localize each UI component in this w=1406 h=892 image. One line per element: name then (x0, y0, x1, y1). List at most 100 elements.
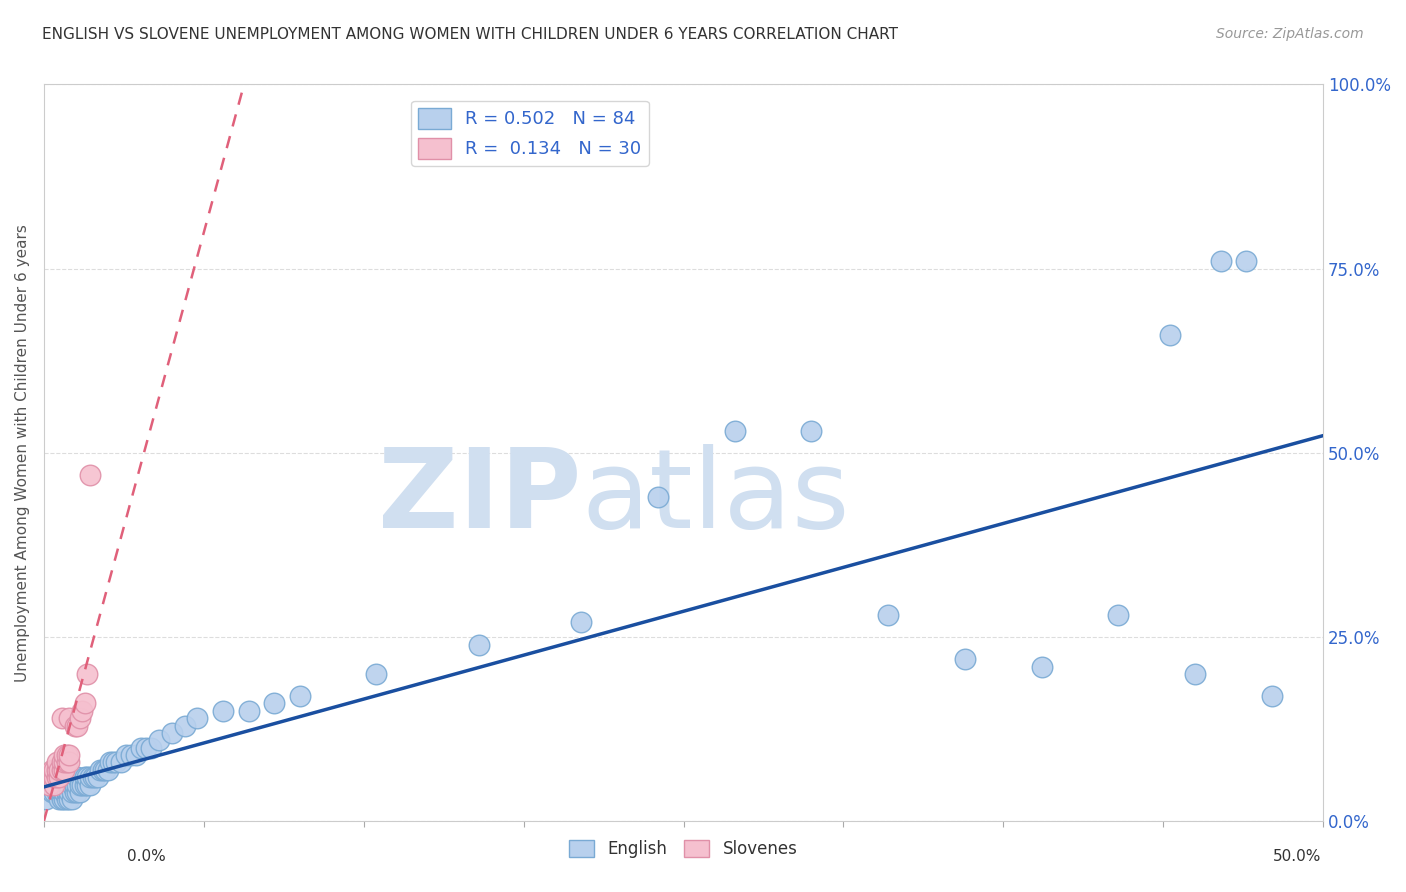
Point (69, 785, 91, 799)
Point (51, 770, 73, 784)
Point (35, 770, 58, 784)
Point (45, 778, 67, 792)
Point (42, 770, 65, 784)
Point (53, 756, 76, 770)
Point (110, 756, 132, 770)
Point (45, 770, 67, 784)
Point (63, 770, 86, 784)
Point (56, 778, 79, 792)
Point (48, 770, 70, 784)
Point (66, 785, 89, 799)
Point (1031, 659, 1053, 673)
Point (51, 785, 73, 799)
Point (56, 747, 79, 762)
Point (129, 740, 152, 755)
Point (73, 697, 96, 711)
Point (63, 718, 86, 732)
Point (91, 763, 114, 777)
Point (60, 792, 83, 806)
Point (53, 770, 76, 784)
Point (97, 763, 120, 777)
Point (877, 608, 900, 623)
Point (79, 770, 101, 784)
Point (94, 763, 117, 777)
Point (58, 770, 80, 784)
Point (72, 704, 94, 718)
Point (53, 785, 76, 799)
Point (53, 763, 76, 777)
Point (48, 778, 70, 792)
Point (1159, 328, 1181, 343)
Point (60, 778, 83, 792)
Point (51, 778, 73, 792)
Point (569, 615, 592, 630)
Point (263, 697, 285, 711)
Point (60, 785, 83, 799)
Point (82, 770, 104, 784)
Point (1234, 254, 1257, 268)
Point (58, 747, 80, 762)
Point (35, 792, 58, 806)
Point (125, 747, 148, 762)
Point (56, 792, 79, 806)
Point (647, 490, 669, 504)
Point (141, 740, 163, 755)
Point (114, 747, 136, 762)
Point (73, 778, 96, 792)
Point (238, 704, 260, 718)
Point (63, 785, 86, 799)
Point (73, 770, 96, 784)
Point (63, 778, 86, 792)
Point (42, 778, 65, 792)
Legend: R = 0.502   N = 84, R =  0.134   N = 30: R = 0.502 N = 84, R = 0.134 N = 30 (411, 101, 648, 166)
Point (42, 785, 65, 799)
Point (51, 756, 73, 770)
Point (160, 726, 183, 740)
Point (1184, 667, 1206, 681)
Point (66, 718, 89, 732)
Point (48, 785, 70, 799)
Point (1209, 254, 1232, 268)
Point (45, 785, 67, 799)
Point (953, 652, 976, 666)
Point (51, 785, 73, 799)
Point (104, 756, 127, 770)
Point (48, 763, 70, 777)
Point (212, 704, 235, 718)
Point (366, 667, 388, 681)
Point (800, 424, 823, 438)
Point (51, 792, 73, 806)
Point (186, 711, 208, 725)
Point (288, 689, 311, 703)
Point (56, 756, 79, 770)
Point (58, 756, 80, 770)
Point (66, 778, 89, 792)
Point (76, 778, 98, 792)
Point (72, 778, 94, 792)
Point (51, 763, 73, 777)
Point (79, 468, 101, 483)
Point (148, 733, 170, 747)
Point (69, 778, 91, 792)
Point (79, 778, 101, 792)
Point (69, 711, 91, 725)
Text: atlas: atlas (581, 443, 849, 550)
Point (66, 770, 89, 784)
Point (58, 792, 80, 806)
Point (48, 792, 70, 806)
Text: ENGLISH VS SLOVENE UNEMPLOYMENT AMONG WOMEN WITH CHILDREN UNDER 6 YEARS CORRELAT: ENGLISH VS SLOVENE UNEMPLOYMENT AMONG WO… (42, 27, 898, 42)
Point (41, 785, 63, 799)
Point (135, 740, 157, 755)
Point (100, 756, 122, 770)
Point (101, 756, 124, 770)
Point (468, 638, 491, 652)
Point (724, 424, 747, 438)
Point (1107, 608, 1129, 623)
Point (45, 763, 67, 777)
Point (58, 785, 80, 799)
Point (76, 667, 98, 681)
Point (1261, 689, 1284, 703)
Y-axis label: Unemployment Among Women with Children Under 6 years: Unemployment Among Women with Children U… (15, 224, 30, 681)
Point (58, 778, 80, 792)
Point (84, 770, 107, 784)
